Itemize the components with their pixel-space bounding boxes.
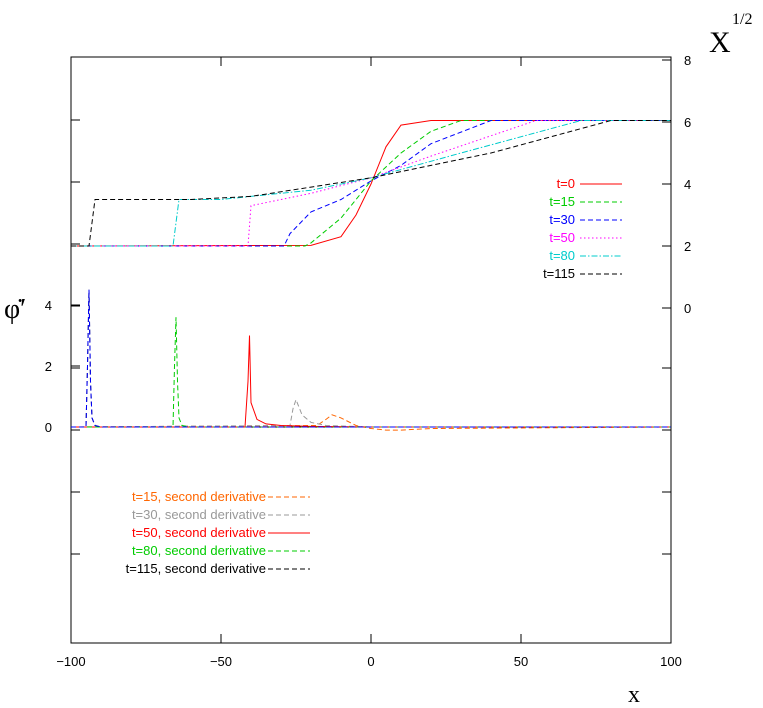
axis-ticks: −100 −50 0 50 100 0 2 4 0 2 4 6 8: [45, 53, 691, 669]
left-axis-label: φ̇′: [4, 294, 26, 325]
x-tick-label: 100: [660, 654, 682, 669]
lower-series-line-5: [71, 289, 671, 428]
x-tick-label: 0: [367, 654, 374, 669]
upper-series-line-4: [71, 120, 671, 247]
upper-series-line-2: [71, 120, 671, 247]
x-tick-label: −50: [210, 654, 232, 669]
x-axis-label: x: [628, 682, 640, 708]
upper-legend-label: t=115: [543, 266, 575, 281]
left-tick-label: 4: [45, 298, 52, 313]
upper-series-line-1: [71, 120, 671, 247]
series-lines: [70, 120, 672, 431]
lower-series-line-3: [71, 317, 671, 428]
right-axis-label: X: [709, 26, 731, 59]
lower-series-line-2: [71, 335, 671, 428]
lower-legend-label: t=80, second derivative: [132, 543, 266, 558]
right-tick-label: 0: [684, 301, 691, 316]
lower-series-line-0: [70, 414, 672, 431]
right-tick-label: 8: [684, 53, 691, 68]
left-tick-label: 0: [45, 420, 52, 435]
right-axis-label-superscript: 1/2: [732, 11, 752, 28]
lower-legend-label: t=115, second derivative: [126, 561, 266, 576]
upper-series-line-5: [71, 120, 671, 247]
lower-series-line-1: [70, 398, 671, 428]
x-tick-label: 50: [514, 654, 528, 669]
upper-legend-label: t=80: [549, 248, 575, 263]
upper-legend-label: t=0: [557, 176, 575, 191]
upper-series-line-0: [70, 120, 671, 247]
lower-legend-label: t=30, second derivative: [132, 507, 266, 522]
lower-legend-label: t=15, second derivative: [132, 489, 266, 504]
lower-legend-label: t=50, second derivative: [132, 525, 266, 540]
x-tick-label: −100: [56, 654, 85, 669]
upper-legend-label: t=30: [549, 212, 575, 227]
right-tick-label: 4: [684, 177, 691, 192]
upper-legend-label: t=50: [549, 230, 575, 245]
lower-series-line-4: [71, 289, 671, 428]
right-tick-label: 6: [684, 115, 691, 130]
legends: t=0 t=15 t=30 t=50 t=80 t=115 t=15, second der…: [126, 176, 622, 576]
left-tick-label: 2: [45, 359, 52, 374]
right-tick-label: 2: [684, 239, 691, 254]
upper-legend-label: t=15: [549, 194, 575, 209]
